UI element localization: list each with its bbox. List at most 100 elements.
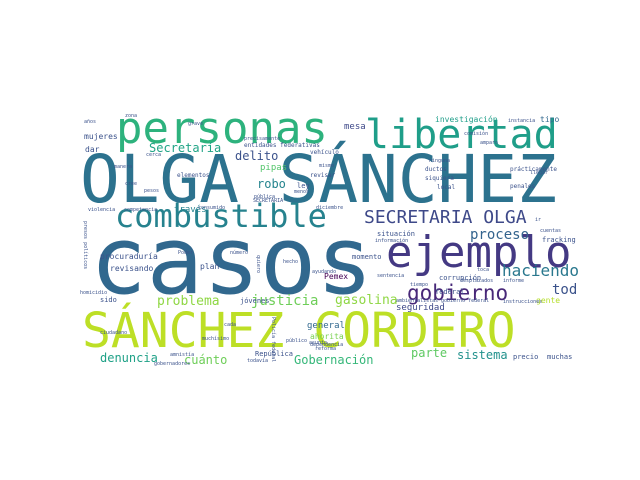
word: Secretaría (149, 141, 222, 155)
word: sido (100, 296, 117, 304)
word: pipas (260, 163, 288, 173)
word: sentencia (377, 273, 405, 279)
word: gasolina (335, 293, 398, 308)
word: revisar (310, 172, 336, 179)
word: pesos (144, 188, 160, 194)
word: libertad (365, 112, 558, 158)
word: ciudadano (100, 330, 128, 336)
word: casos (90, 207, 373, 316)
word: dar (85, 145, 100, 154)
word: cerca (146, 152, 162, 158)
word: quiero (255, 255, 261, 274)
word: delito (235, 149, 279, 163)
word: momento (352, 253, 382, 261)
word: vehículo (310, 149, 339, 156)
word: siquiera (425, 175, 454, 182)
word: haciendo (502, 261, 578, 280)
word: ley (297, 182, 310, 190)
word: ductos (425, 166, 447, 173)
word: años (84, 119, 97, 125)
word: informe (503, 278, 525, 284)
word: federal (435, 288, 465, 296)
word: SECRETARIA (253, 198, 284, 204)
word: local (437, 184, 456, 191)
word: todavía (247, 358, 269, 364)
word: mismo (319, 163, 335, 169)
word: precisamente (244, 136, 281, 142)
word: gente (536, 296, 561, 305)
word: asunto (309, 340, 328, 346)
word: Gobernación (294, 353, 374, 367)
word: ejemplo (386, 227, 572, 278)
word: jóvenes (240, 297, 270, 305)
word: hecho (283, 259, 299, 265)
word: presos políticos (82, 221, 88, 270)
word: toda (552, 282, 578, 298)
word: investigación (435, 115, 498, 124)
word: manera (114, 164, 133, 170)
word: tiempo (410, 282, 429, 288)
word: gobierno federal (441, 298, 490, 304)
word: homicidio (80, 290, 108, 296)
word: cuentas (540, 228, 562, 234)
word: instancia (508, 118, 536, 124)
word: OLGA SÁNCHEZ (80, 141, 557, 218)
word: amparo (480, 140, 499, 146)
word: SÁNCHEZ CORDERO (82, 303, 516, 359)
word: general (307, 321, 345, 331)
word: público (286, 338, 308, 344)
word: elementos (177, 172, 210, 179)
word: mujeres (84, 132, 118, 141)
word: pública (254, 194, 276, 200)
word: llegar (530, 170, 549, 176)
word: denuncia (100, 351, 158, 365)
word: amnistía (170, 352, 195, 358)
word: cuánto (184, 353, 228, 367)
word: gobernadores (154, 361, 191, 367)
word: instrucciones (503, 299, 543, 305)
word: mesa (344, 122, 366, 132)
word: información (375, 238, 409, 244)
word: través (174, 205, 207, 215)
word: muchas (547, 353, 573, 361)
word: ahorita (310, 332, 344, 341)
word: reforma (315, 346, 337, 352)
word: ninguna (429, 158, 451, 164)
word: ayudando (312, 269, 337, 275)
word: ambientalistas (396, 298, 439, 304)
word: justicia (251, 293, 319, 309)
word: plan (200, 262, 220, 271)
word: corrupción (439, 274, 482, 282)
word: muchísimo (202, 336, 230, 342)
word: dependencia (310, 342, 344, 348)
word: cada (224, 322, 237, 328)
word: fracking (542, 236, 576, 244)
word: menos (294, 189, 310, 195)
word: combustible (115, 197, 327, 235)
word: Pemex (324, 272, 349, 281)
word: precio (513, 353, 539, 361)
word: revisando (110, 264, 154, 273)
word: seguridad (396, 303, 445, 313)
word: ir (535, 217, 542, 223)
word: procuraduría (100, 252, 158, 261)
word: SECRETARIA OLGA (364, 207, 527, 228)
word: competencia (124, 207, 158, 213)
word: número (230, 250, 249, 256)
word: comisión (464, 131, 489, 137)
word: Policía federal (270, 317, 276, 363)
word: penales (510, 183, 536, 190)
word: robo (257, 177, 286, 191)
word: consumido (198, 205, 226, 211)
word: República (255, 350, 293, 358)
word: problema (157, 294, 220, 309)
word: violencia (88, 207, 116, 213)
word: grave (188, 121, 204, 127)
word: diciembre (316, 205, 344, 211)
word: entidades federativas (244, 142, 320, 149)
word: personas (116, 111, 328, 154)
word: zona (125, 113, 138, 119)
word: toca (477, 267, 490, 273)
word: prácticamente (510, 166, 557, 173)
word: Poder (178, 250, 194, 256)
